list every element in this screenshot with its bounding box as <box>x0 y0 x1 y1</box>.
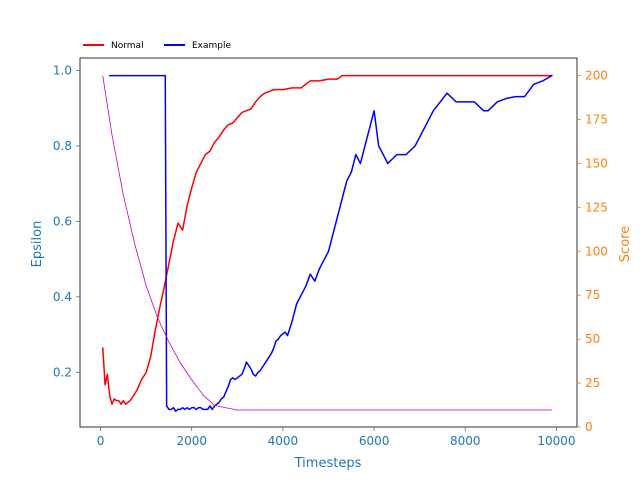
series-line-epsilon <box>102 75 553 411</box>
plot-lines <box>102 74 553 412</box>
right-tick-label: 0 <box>585 420 593 434</box>
left-tick-label: 0.6 <box>53 214 72 228</box>
x-tick-label: 0 <box>97 434 105 448</box>
plot-frame <box>79 57 578 428</box>
left-tick-label: 0.2 <box>53 365 72 379</box>
right-tick-label: 25 <box>585 376 600 390</box>
series-line-example <box>108 74 553 412</box>
left-axis: 0.2 0.4 0.6 0.8 1.0 <box>53 63 80 379</box>
right-tick-label: 100 <box>585 244 608 258</box>
legend-label-example: Example <box>192 41 232 51</box>
right-tick-label: 50 <box>585 332 600 346</box>
series-line-normal <box>102 74 553 405</box>
left-tick-label: 1.0 <box>53 63 72 77</box>
x-tick-label: 10000 <box>537 434 575 448</box>
left-tick-label: 0.8 <box>53 139 72 153</box>
x-tick-label: 2000 <box>176 434 207 448</box>
right-tick-label: 200 <box>585 69 608 83</box>
x-tick-label: 6000 <box>359 434 390 448</box>
right-tick-label: 75 <box>585 288 600 302</box>
left-axis-label: Epsilon <box>30 221 45 268</box>
right-tick-label: 175 <box>585 113 608 127</box>
right-tick-label: 150 <box>585 156 608 170</box>
x-tick-label: 8000 <box>450 434 481 448</box>
left-tick-label: 0.4 <box>53 290 72 304</box>
legend: Normal Example <box>83 41 232 51</box>
x-axis-label: Timesteps <box>294 456 362 471</box>
right-tick-label: 125 <box>585 200 608 214</box>
bottom-axis: 0 2000 4000 6000 8000 10000 <box>97 427 576 448</box>
right-axis: 0 25 50 75 100 125 150 175 200 <box>577 69 608 434</box>
x-tick-label: 4000 <box>268 434 299 448</box>
legend-label-normal: Normal <box>111 41 144 51</box>
right-axis-label: Score <box>618 226 633 262</box>
